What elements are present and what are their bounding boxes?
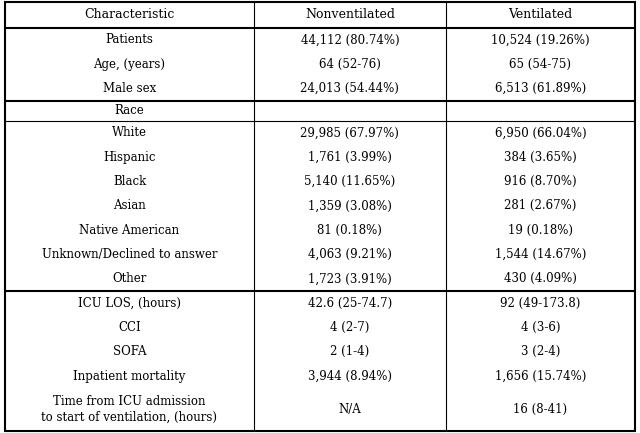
Text: Characteristic: Characteristic xyxy=(84,8,175,22)
Text: Other: Other xyxy=(112,272,147,285)
Text: 81 (0.18%): 81 (0.18%) xyxy=(317,223,382,236)
Text: 6,513 (61.89%): 6,513 (61.89%) xyxy=(495,82,586,95)
Text: 42.6 (25-74.7): 42.6 (25-74.7) xyxy=(308,297,392,310)
Text: Ventilated: Ventilated xyxy=(508,8,573,22)
Text: 1,656 (15.74%): 1,656 (15.74%) xyxy=(495,370,586,383)
Text: 24,013 (54.44%): 24,013 (54.44%) xyxy=(300,82,399,95)
Text: 16 (8-41): 16 (8-41) xyxy=(513,403,568,416)
Text: Race: Race xyxy=(115,104,145,117)
Text: 29,985 (67.97%): 29,985 (67.97%) xyxy=(300,126,399,139)
Text: Age, (years): Age, (years) xyxy=(93,58,166,71)
Text: 4 (2-7): 4 (2-7) xyxy=(330,321,370,334)
Text: Hispanic: Hispanic xyxy=(103,151,156,164)
Text: 4,063 (9.21%): 4,063 (9.21%) xyxy=(308,248,392,261)
Text: Time from ICU admission
to start of ventilation, (hours): Time from ICU admission to start of vent… xyxy=(42,395,218,424)
Text: Male sex: Male sex xyxy=(103,82,156,95)
Text: 1,723 (3.91%): 1,723 (3.91%) xyxy=(308,272,392,285)
Text: 4 (3-6): 4 (3-6) xyxy=(521,321,560,334)
Text: 1,359 (3.08%): 1,359 (3.08%) xyxy=(308,199,392,212)
Text: 19 (0.18%): 19 (0.18%) xyxy=(508,223,573,236)
Text: 1,544 (14.67%): 1,544 (14.67%) xyxy=(495,248,586,261)
Text: Unknown/Declined to answer: Unknown/Declined to answer xyxy=(42,248,217,261)
Text: 92 (49-173.8): 92 (49-173.8) xyxy=(500,297,580,310)
Text: Patients: Patients xyxy=(106,33,154,46)
Text: 1,761 (3.99%): 1,761 (3.99%) xyxy=(308,151,392,164)
Text: 65 (54-75): 65 (54-75) xyxy=(509,58,572,71)
Text: Nonventilated: Nonventilated xyxy=(305,8,395,22)
Text: White: White xyxy=(112,126,147,139)
Text: Black: Black xyxy=(113,175,146,188)
Text: 430 (4.09%): 430 (4.09%) xyxy=(504,272,577,285)
Text: 5,140 (11.65%): 5,140 (11.65%) xyxy=(304,175,396,188)
Text: Asian: Asian xyxy=(113,199,146,212)
Text: 44,112 (80.74%): 44,112 (80.74%) xyxy=(301,33,399,46)
Text: Inpatient mortality: Inpatient mortality xyxy=(74,370,186,383)
Text: 6,950 (66.04%): 6,950 (66.04%) xyxy=(495,126,586,139)
Text: 384 (3.65%): 384 (3.65%) xyxy=(504,151,577,164)
Text: SOFA: SOFA xyxy=(113,345,147,358)
Text: N/A: N/A xyxy=(339,403,362,416)
Text: Native American: Native American xyxy=(79,223,180,236)
Text: 281 (2.67%): 281 (2.67%) xyxy=(504,199,577,212)
Text: 64 (52-76): 64 (52-76) xyxy=(319,58,381,71)
Text: 3,944 (8.94%): 3,944 (8.94%) xyxy=(308,370,392,383)
Text: CCI: CCI xyxy=(118,321,141,334)
Text: 2 (1-4): 2 (1-4) xyxy=(330,345,369,358)
Text: 916 (8.70%): 916 (8.70%) xyxy=(504,175,577,188)
Text: ICU LOS, (hours): ICU LOS, (hours) xyxy=(78,297,181,310)
Text: 10,524 (19.26%): 10,524 (19.26%) xyxy=(491,33,589,46)
Text: 3 (2-4): 3 (2-4) xyxy=(521,345,560,358)
